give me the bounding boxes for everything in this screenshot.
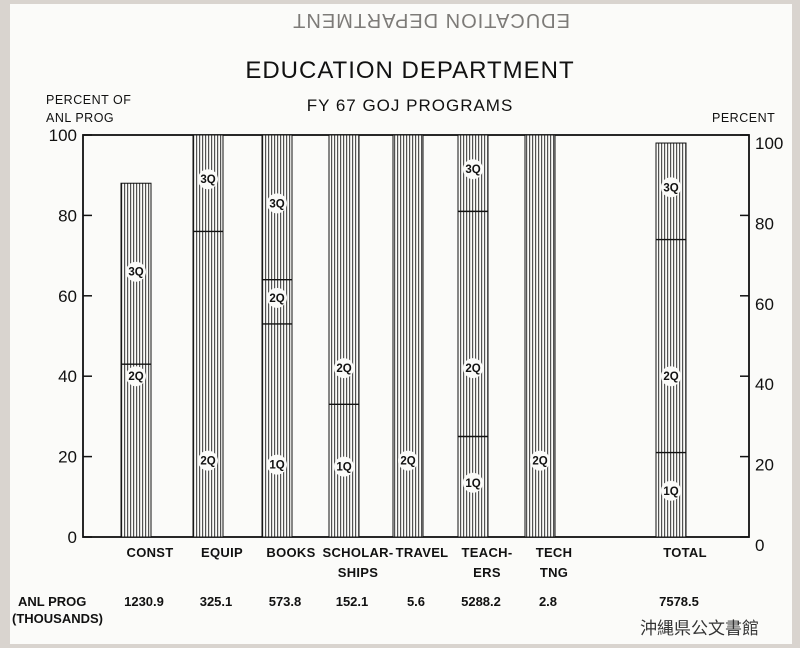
category-label: EQUIP xyxy=(201,545,243,560)
anl-prog-value: 152.1 xyxy=(336,594,369,609)
chart-sheet: EDUCATION DEPARTMENT EDUCATION DEPARTMEN… xyxy=(10,4,792,644)
band-label: 3Q xyxy=(269,198,284,210)
band-label: 3Q xyxy=(465,164,480,176)
band-label-bg xyxy=(463,358,483,379)
row-label-line2: (THOUSANDS) xyxy=(12,611,103,626)
band-label: 1Q xyxy=(465,478,480,490)
band-label: 2Q xyxy=(465,363,480,375)
category-label: TEACH- xyxy=(462,545,513,560)
band-label: 2Q xyxy=(200,456,215,468)
category-label: TRAVEL xyxy=(396,545,449,560)
band-label-bg xyxy=(661,177,681,198)
band-label: 1Q xyxy=(336,462,351,474)
bar xyxy=(192,134,224,538)
left-tick-label: 60 xyxy=(58,287,77,306)
category-label: TOTAL xyxy=(663,545,707,560)
band-label: 3Q xyxy=(200,174,215,186)
anl-prog-value: 5.6 xyxy=(407,594,425,609)
right-tick-label: 40 xyxy=(755,375,774,394)
band-label-bg xyxy=(126,366,146,387)
band-label-bg xyxy=(661,366,681,387)
band-label: 2Q xyxy=(663,371,678,383)
bar xyxy=(328,134,360,538)
anl-prog-value: 1230.9 xyxy=(124,594,164,609)
left-tick-label: 40 xyxy=(58,367,77,386)
band-label-bg xyxy=(398,450,418,471)
chart-title: EDUCATION DEPARTMENT xyxy=(245,57,574,84)
left-axis-label-line1: PERCENT OF xyxy=(46,93,131,107)
bar xyxy=(120,182,152,538)
anl-prog-value: 2.8 xyxy=(539,594,557,609)
chart-subtitle: FY 67 GOJ PROGRAMS xyxy=(307,96,514,115)
band-label-bg xyxy=(661,480,681,501)
band-label: 2Q xyxy=(336,363,351,375)
right-axis-label: PERCENT xyxy=(712,111,775,125)
education-chart: EDUCATION DEPARTMENT EDUCATION DEPARTMEN… xyxy=(12,9,784,639)
category-label: TNG xyxy=(540,565,568,580)
bar xyxy=(524,134,556,538)
band-label-bg xyxy=(530,450,550,471)
band-label: 1Q xyxy=(663,486,678,498)
bar xyxy=(457,134,489,538)
band-label: 1Q xyxy=(269,460,284,472)
left-tick-label: 80 xyxy=(58,206,77,225)
right-tick-label: 80 xyxy=(755,214,774,233)
band-label: 3Q xyxy=(128,267,143,279)
bar xyxy=(392,134,424,538)
band-label-bg xyxy=(267,454,287,475)
left-tick-label: 0 xyxy=(68,528,77,547)
band-label: 2Q xyxy=(532,456,547,468)
ghost-text: EDUCATION DEPARTMENT xyxy=(292,9,570,31)
band-label-bg xyxy=(463,472,483,493)
band-label-bg xyxy=(198,450,218,471)
band-label: 2Q xyxy=(400,456,415,468)
band-label-bg xyxy=(267,193,287,214)
anl-prog-value: 573.8 xyxy=(269,594,302,609)
category-label: CONST xyxy=(127,545,174,560)
left-tick-label: 100 xyxy=(49,126,77,145)
plot-area: 0 0 20 20 40 40 60 60 80 80 100 100 2Q 3Q CONST 1230.9 2… xyxy=(49,126,784,609)
band-label: 2Q xyxy=(128,371,143,383)
right-tick-label: 100 xyxy=(755,134,783,153)
band-label-bg xyxy=(334,456,354,477)
category-label: BOOKS xyxy=(266,545,315,560)
category-label: ERS xyxy=(473,565,501,580)
band-label-bg xyxy=(267,287,287,308)
left-axis-label-line2: ANL PROG xyxy=(46,111,114,125)
bar xyxy=(655,142,687,538)
category-label: SCHOLAR- xyxy=(322,545,393,560)
anl-prog-value: 325.1 xyxy=(200,594,233,609)
band-label: 3Q xyxy=(663,182,678,194)
anl-prog-value: 7578.5 xyxy=(659,594,699,609)
band-label: 2Q xyxy=(269,293,284,305)
category-label: TECH xyxy=(536,545,573,560)
category-label: SHIPS xyxy=(338,565,379,580)
band-label-bg xyxy=(463,159,483,180)
left-tick-label: 20 xyxy=(58,448,77,467)
right-tick-label: 20 xyxy=(755,456,774,475)
archive-stamp: 沖縄県公文書館 xyxy=(640,619,759,639)
row-label-line1: ANL PROG xyxy=(18,594,86,609)
right-tick-label: 60 xyxy=(755,295,774,314)
band-label-bg xyxy=(126,261,146,282)
band-label-bg xyxy=(334,358,354,379)
right-tick-label: 0 xyxy=(755,536,764,555)
band-label-bg xyxy=(198,169,218,190)
anl-prog-value: 5288.2 xyxy=(461,594,501,609)
